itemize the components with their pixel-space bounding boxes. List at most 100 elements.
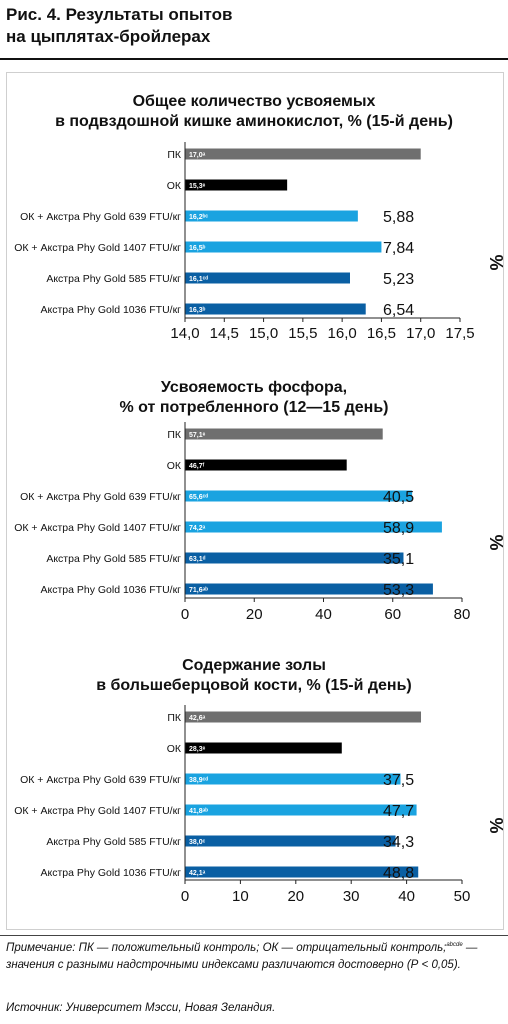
- chart-2-side-value-6: 53,3: [383, 582, 414, 599]
- chart-2-x-tick-label-3: 40: [315, 606, 332, 623]
- chart-2-x-tick-label-1: 0: [181, 606, 189, 623]
- chart-2-bar-5: [185, 552, 404, 564]
- chart-2-title-line1: Усвояемость фосфора,: [161, 379, 347, 396]
- chart-3-side-unit: %: [486, 817, 506, 833]
- bottom-rule: [0, 935, 508, 936]
- chart-1-title-line1: Общее количество усвояемых: [133, 93, 376, 110]
- chart-3-bar-label-4: 41,8ᵃᵇ: [189, 808, 208, 815]
- chart-1-x-tick-label-1: 14,0: [170, 325, 199, 342]
- chart-1-bar-label-5: 16,1ᶜᵈ: [189, 276, 208, 283]
- chart-3-bar-4: [185, 804, 417, 816]
- chart-2-bar-label-5: 63,1ᵈ: [189, 556, 206, 563]
- chart-3-bar-label-1: 42,6ᵃ: [189, 715, 206, 722]
- chart-2-side-unit: %: [486, 534, 506, 550]
- chart-3-side-value-3: 37,5: [383, 772, 414, 789]
- chart-1-bar-label-1: 17,0ᵃ: [189, 152, 206, 159]
- chart-1-side-value-3: 5,88: [383, 209, 414, 226]
- chart-2-x-tick-label-4: 60: [384, 606, 401, 623]
- chart-3-bar-5: [185, 835, 396, 847]
- source-lead: Источник:: [6, 1002, 63, 1014]
- chart-1-x-tick-label-4: 15,5: [288, 325, 317, 342]
- chart-3-category-label-1: ПК: [167, 712, 182, 724]
- chart-2-bar-label-4: 74,2ᵃ: [189, 525, 206, 532]
- chart-2-bar-label-6: 71,6ᵃᵇ: [189, 587, 208, 594]
- chart-2-bar-6: [185, 583, 433, 595]
- chart-3-side-value-5: 34,3: [383, 834, 414, 851]
- chart-3-x-tick-label-4: 30: [343, 888, 360, 905]
- chart-1-category-label-5: Акстра Phy Gold 585 FTU/кг: [46, 273, 181, 285]
- chart-2-title-line2: % от потребленного (12—15 день): [119, 399, 388, 416]
- chart-2-side-value-5: 35,1: [383, 551, 414, 568]
- chart-1-x-tick-label-7: 17,0: [406, 325, 435, 342]
- chart-2-category-label-3: ОК + Акстра Phy Gold 639 FTU/кг: [20, 491, 181, 503]
- chart-1-x-tick-label-8: 17,5: [445, 325, 474, 342]
- figure-title-line2: на цыплятах-бройлерах: [6, 27, 211, 46]
- chart-3-side-value-4: 47,7: [383, 803, 414, 820]
- chart-1-x-tick-label-6: 16,5: [367, 325, 396, 342]
- chart-3-bar-1: [185, 711, 422, 723]
- chart-1-bar-label-6: 16,3ᵇ: [189, 307, 206, 314]
- chart-1-x-tick-label-2: 14,5: [210, 325, 239, 342]
- chart-1-bar-1: [185, 148, 421, 160]
- chart-2-bar-2: [185, 459, 347, 471]
- chart-1-category-label-1: ПК: [167, 149, 182, 161]
- chart-1-bar-3: [185, 210, 358, 222]
- chart-3-bar-6: [185, 866, 419, 878]
- chart-3-category-label-6: Акстра Phy Gold 1036 FTU/кг: [40, 867, 181, 879]
- chart-2-bar-label-1: 57,1ᵉ: [189, 432, 206, 439]
- chart-2-bar-3: [185, 490, 413, 502]
- top-rule: [0, 58, 508, 60]
- footnote-lead: Примечание:: [6, 941, 76, 954]
- chart-1-bar-5: [185, 272, 350, 284]
- chart-3-x-tick-label-5: 40: [398, 888, 415, 905]
- source-line: Источник: Университет Мэсси, Новая Зелан…: [6, 1000, 502, 1016]
- chart-1-x-tick-label-3: 15,0: [249, 325, 278, 342]
- figure-title-line1: Рис. 4. Результаты опытов: [6, 5, 233, 24]
- chart-1-side-value-4: 7,84: [383, 240, 414, 257]
- source-text: Университет Мэсси, Новая Зеландия.: [62, 1002, 276, 1014]
- chart-2-x-tick-label-5: 80: [454, 606, 471, 623]
- chart-3-category-label-2: ОК: [167, 743, 182, 755]
- chart-1-bar-6: [185, 303, 366, 315]
- chart-3-bar-label-2: 28,3ᵉ: [189, 746, 206, 753]
- chart-1-category-label-2: ОК: [167, 180, 182, 192]
- chart-3-side-value-6: 48,8: [383, 865, 414, 882]
- chart-3-title-line1: Содержание золы: [182, 657, 326, 674]
- chart-1-x-tick-label-5: 16,0: [328, 325, 357, 342]
- chart-3-x-tick-label-2: 10: [232, 888, 249, 905]
- chart-2-category-label-4: ОК + Акстра Phy Gold 1407 FTU/кг: [14, 522, 181, 534]
- chart-3-bar-2: [185, 742, 342, 754]
- chart-2-category-label-6: Акстра Phy Gold 1036 FTU/кг: [40, 584, 181, 596]
- chart-2-bar-1: [185, 428, 383, 440]
- chart-1-bar-label-4: 16,5ᵇ: [189, 245, 206, 252]
- chart-1-bar-4: [185, 241, 382, 253]
- chart-2-category-label-5: Акстра Phy Gold 585 FTU/кг: [46, 553, 181, 565]
- footnote-superscript: abcde: [446, 942, 463, 948]
- footnote-part2: — значения с разными надстрочными индекс…: [6, 941, 478, 971]
- chart-3-bar-label-3: 38,9ᶜᵈ: [189, 777, 208, 784]
- chart-3-bar-3: [185, 773, 401, 785]
- chart-1-bar-label-3: 16,2ᵇᶜ: [189, 214, 208, 221]
- chart-2-bar-label-3: 65,6ᶜᵈ: [189, 494, 208, 501]
- chart-1-category-label-3: ОК + Акстра Phy Gold 639 FTU/кг: [20, 211, 181, 223]
- chart-3-bar-label-6: 42,1ᵃ: [189, 870, 206, 877]
- chart-2-bar-label-2: 46,7ᶠ: [189, 463, 205, 470]
- chart-1-side-value-5: 5,23: [383, 271, 414, 288]
- chart-3-category-label-5: Акстра Phy Gold 585 FTU/кг: [46, 836, 181, 848]
- chart-1-bar-label-2: 15,3ᵉ: [189, 183, 206, 190]
- chart-2-category-label-1: ПК: [167, 429, 182, 441]
- footnote-part1: ПК — положительный контроль; ОК — отрица…: [75, 941, 447, 954]
- chart-2-bar-4: [185, 521, 442, 533]
- chart-3-title-line2: в большеберцовой кости, % (15-й день): [96, 677, 412, 694]
- footnote: Примечание: ПК — положительный контроль;…: [6, 937, 502, 974]
- chart-2-x-tick-label-2: 20: [246, 606, 263, 623]
- chart-3-x-tick-label-3: 20: [287, 888, 304, 905]
- chart-3-bar-label-5: 38,0ᶜ: [189, 839, 206, 846]
- chart-3-category-label-4: ОК + Акстра Phy Gold 1407 FTU/кг: [14, 805, 181, 817]
- figure-title: Рис. 4. Результаты опытов на цыплятах-бр…: [6, 4, 486, 48]
- chart-2-side-value-4: 58,9: [383, 520, 414, 537]
- chart-1-title-line2: в подвздошной кишке аминокислот, % (15-й…: [55, 113, 453, 130]
- chart-2-category-label-2: ОК: [167, 460, 182, 472]
- chart-3-x-tick-label-1: 0: [181, 888, 189, 905]
